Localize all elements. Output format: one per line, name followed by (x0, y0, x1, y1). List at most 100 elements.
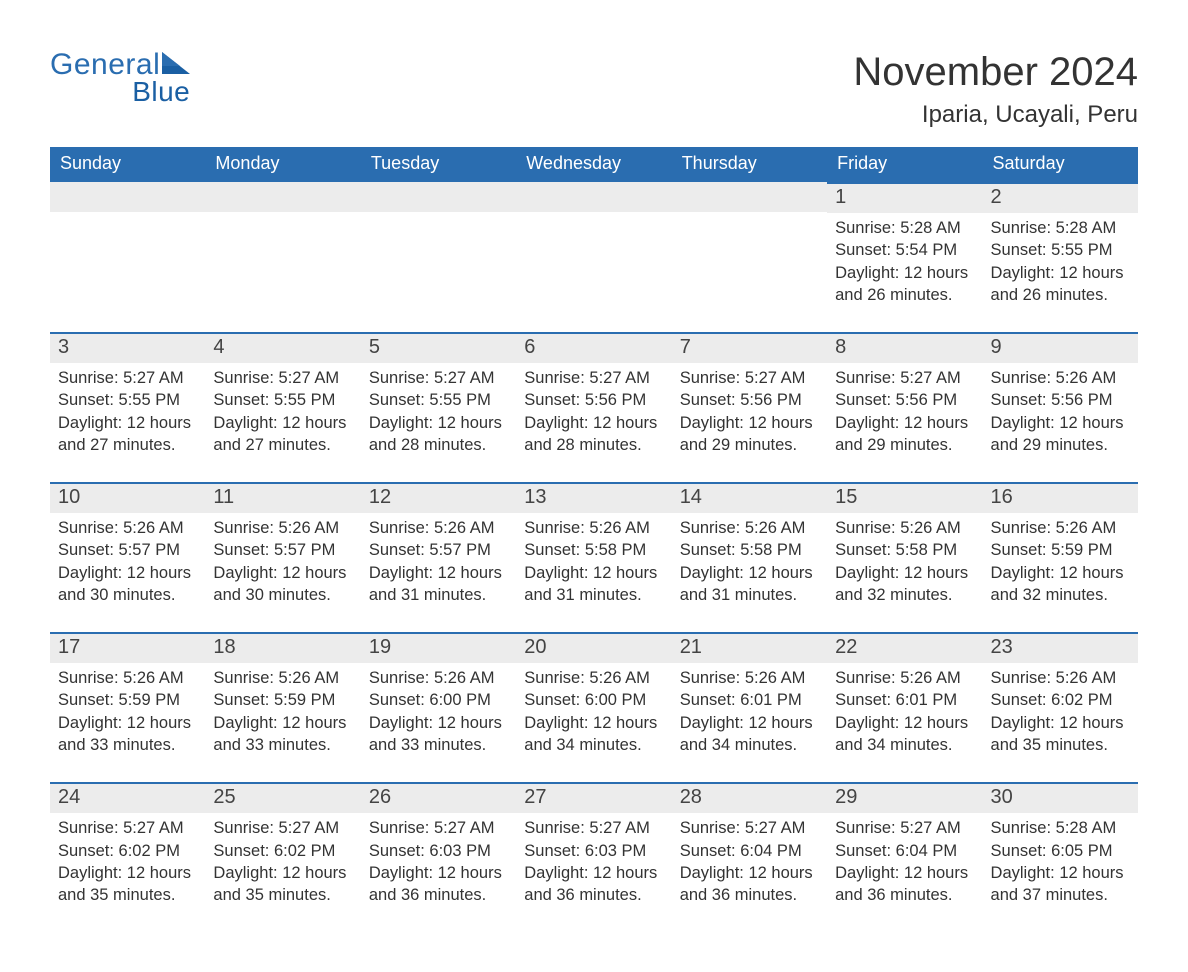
sunrise-value: 5:27 AM (745, 369, 806, 387)
day-number: 20 (516, 632, 671, 663)
sunrise-value: 5:26 AM (900, 519, 961, 537)
calendar-cell: 27Sunrise: 5:27 AMSunset: 6:03 PMDayligh… (516, 782, 671, 932)
calendar-cell: 15Sunrise: 5:26 AMSunset: 5:58 PMDayligh… (827, 482, 982, 632)
calendar-cell: 22Sunrise: 5:26 AMSunset: 6:01 PMDayligh… (827, 632, 982, 782)
sunset-value: 5:57 PM (119, 541, 180, 559)
day-details: Sunrise: 5:28 AMSunset: 6:05 PMDaylight:… (983, 813, 1138, 906)
sunset-line: Sunset: 6:00 PM (524, 689, 663, 711)
day-number: 25 (205, 782, 360, 813)
day-number: 26 (361, 782, 516, 813)
sunset-line: Sunset: 6:05 PM (991, 840, 1130, 862)
calendar-cell: 13Sunrise: 5:26 AMSunset: 5:58 PMDayligh… (516, 482, 671, 632)
sunrise-value: 5:27 AM (745, 819, 806, 837)
calendar-cell: 23Sunrise: 5:26 AMSunset: 6:02 PMDayligh… (983, 632, 1138, 782)
dow-header: Tuesday (361, 147, 516, 182)
sunrise-line: Sunrise: 5:26 AM (835, 517, 974, 539)
sunset-line: Sunset: 5:55 PM (213, 389, 352, 411)
sunrise-label: Sunrise: (213, 669, 278, 687)
sunrise-value: 5:28 AM (1056, 219, 1117, 237)
sunrise-line: Sunrise: 5:27 AM (58, 817, 197, 839)
daylight-label: Daylight: (369, 414, 438, 432)
sunrise-label: Sunrise: (991, 219, 1056, 237)
sunrise-label: Sunrise: (991, 819, 1056, 837)
sunrise-value: 5:27 AM (123, 369, 184, 387)
daylight-line: Daylight: 12 hours and 27 minutes. (213, 412, 352, 457)
sunset-label: Sunset: (524, 541, 585, 559)
day-number: 14 (672, 482, 827, 513)
calendar-cell: 25Sunrise: 5:27 AMSunset: 6:02 PMDayligh… (205, 782, 360, 932)
calendar-cell: 5Sunrise: 5:27 AMSunset: 5:55 PMDaylight… (361, 332, 516, 482)
day-number: 30 (983, 782, 1138, 813)
day-details: Sunrise: 5:26 AMSunset: 5:59 PMDaylight:… (983, 513, 1138, 606)
calendar-cell: 26Sunrise: 5:27 AMSunset: 6:03 PMDayligh… (361, 782, 516, 932)
empty-day (50, 182, 205, 212)
day-details: Sunrise: 5:27 AMSunset: 6:02 PMDaylight:… (205, 813, 360, 906)
day-number: 8 (827, 332, 982, 363)
sunset-line: Sunset: 5:59 PM (58, 689, 197, 711)
day-number: 13 (516, 482, 671, 513)
sunset-label: Sunset: (58, 541, 119, 559)
daylight-label: Daylight: (524, 564, 593, 582)
sunrise-value: 5:26 AM (745, 519, 806, 537)
calendar-week: 24Sunrise: 5:27 AMSunset: 6:02 PMDayligh… (50, 782, 1138, 932)
sunrise-value: 5:26 AM (1056, 369, 1117, 387)
sunset-line: Sunset: 6:02 PM (213, 840, 352, 862)
sunrise-value: 5:26 AM (1056, 519, 1117, 537)
daylight-line: Daylight: 12 hours and 36 minutes. (369, 862, 508, 907)
day-details: Sunrise: 5:26 AMSunset: 5:57 PMDaylight:… (50, 513, 205, 606)
sunset-label: Sunset: (213, 391, 274, 409)
daylight-line: Daylight: 12 hours and 28 minutes. (369, 412, 508, 457)
titles: November 2024 Iparia, Ucayali, Peru (853, 50, 1138, 129)
sunset-value: 6:01 PM (740, 691, 801, 709)
calendar-cell: 20Sunrise: 5:26 AMSunset: 6:00 PMDayligh… (516, 632, 671, 782)
flag-icon (162, 50, 190, 72)
daylight-line: Daylight: 12 hours and 32 minutes. (991, 562, 1130, 607)
sunset-label: Sunset: (991, 691, 1052, 709)
daylight-line: Daylight: 12 hours and 36 minutes. (835, 862, 974, 907)
empty-day (205, 182, 360, 212)
sunset-label: Sunset: (213, 691, 274, 709)
sunset-value: 6:00 PM (585, 691, 646, 709)
sunset-line: Sunset: 5:56 PM (524, 389, 663, 411)
sunset-value: 6:03 PM (585, 842, 646, 860)
sunset-label: Sunset: (991, 541, 1052, 559)
calendar-cell: 7Sunrise: 5:27 AMSunset: 5:56 PMDaylight… (672, 332, 827, 482)
sunset-value: 5:57 PM (274, 541, 335, 559)
day-number: 12 (361, 482, 516, 513)
daylight-line: Daylight: 12 hours and 35 minutes. (991, 712, 1130, 757)
sunset-value: 5:54 PM (896, 241, 957, 259)
daylight-line: Daylight: 12 hours and 30 minutes. (58, 562, 197, 607)
sunrise-label: Sunrise: (213, 369, 278, 387)
daylight-line: Daylight: 12 hours and 34 minutes. (524, 712, 663, 757)
sunset-label: Sunset: (680, 842, 741, 860)
sunrise-label: Sunrise: (835, 219, 900, 237)
day-details: Sunrise: 5:26 AMSunset: 6:02 PMDaylight:… (983, 663, 1138, 756)
daylight-label: Daylight: (680, 714, 749, 732)
sunrise-line: Sunrise: 5:27 AM (213, 817, 352, 839)
sunrise-label: Sunrise: (58, 669, 123, 687)
calendar-head: SundayMondayTuesdayWednesdayThursdayFrid… (50, 147, 1138, 182)
sunset-line: Sunset: 5:56 PM (835, 389, 974, 411)
daylight-label: Daylight: (524, 414, 593, 432)
daylight-label: Daylight: (58, 564, 127, 582)
calendar-cell (672, 182, 827, 332)
sunset-value: 5:55 PM (119, 391, 180, 409)
sunset-value: 5:56 PM (896, 391, 957, 409)
day-details: Sunrise: 5:26 AMSunset: 5:58 PMDaylight:… (827, 513, 982, 606)
daylight-label: Daylight: (835, 264, 904, 282)
day-details: Sunrise: 5:26 AMSunset: 5:57 PMDaylight:… (361, 513, 516, 606)
daylight-label: Daylight: (680, 864, 749, 882)
daylight-label: Daylight: (213, 564, 282, 582)
sunset-label: Sunset: (680, 391, 741, 409)
daylight-label: Daylight: (213, 414, 282, 432)
calendar-cell: 3Sunrise: 5:27 AMSunset: 5:55 PMDaylight… (50, 332, 205, 482)
daylight-label: Daylight: (369, 564, 438, 582)
sunset-line: Sunset: 6:04 PM (835, 840, 974, 862)
sunset-line: Sunset: 5:55 PM (58, 389, 197, 411)
calendar-cell: 18Sunrise: 5:26 AMSunset: 5:59 PMDayligh… (205, 632, 360, 782)
day-number: 27 (516, 782, 671, 813)
day-number: 24 (50, 782, 205, 813)
sunset-line: Sunset: 6:02 PM (991, 689, 1130, 711)
sunrise-label: Sunrise: (213, 519, 278, 537)
sunrise-value: 5:26 AM (434, 669, 495, 687)
